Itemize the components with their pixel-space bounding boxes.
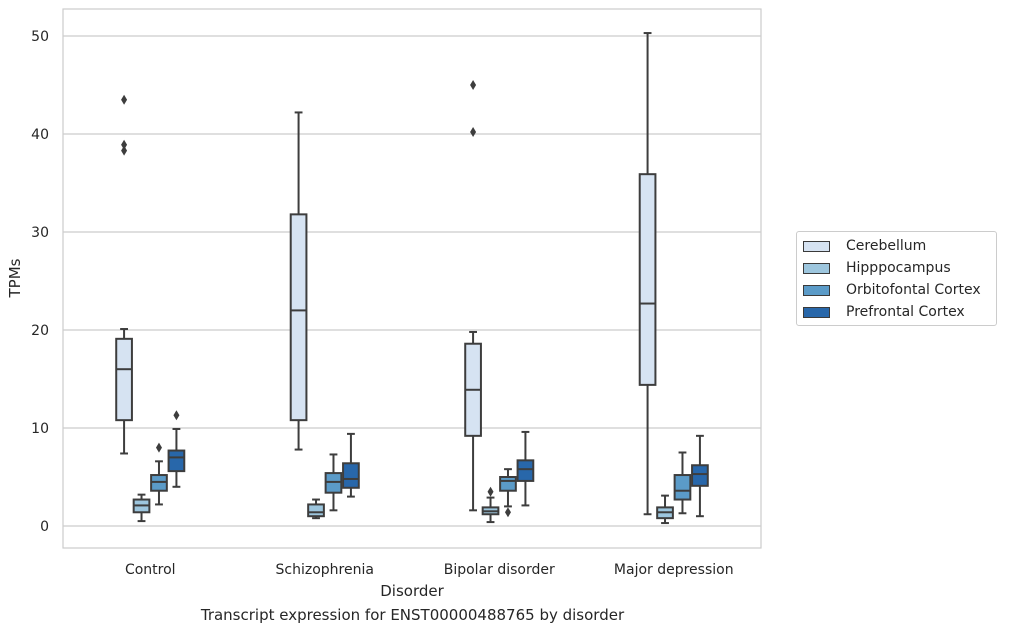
legend-label: Prefrontal Cortex bbox=[846, 304, 965, 320]
figure-caption: Transcript expression for ENST0000048876… bbox=[200, 606, 625, 624]
outlier-point bbox=[487, 486, 494, 497]
y-tick-label: 20 bbox=[31, 323, 49, 339]
outlier-point bbox=[155, 442, 162, 453]
x-tick-labels: Control Schizophrenia Bipolar disorder Majo… bbox=[125, 562, 734, 578]
y-tick-label: 40 bbox=[31, 127, 49, 143]
box-cerebellum bbox=[115, 94, 133, 455]
iqr-box bbox=[289, 213, 308, 422]
box-orbitofontal-cortex bbox=[150, 442, 168, 506]
outlier-point bbox=[504, 507, 511, 518]
iqr-box bbox=[307, 503, 325, 518]
iqr-box bbox=[167, 449, 186, 473]
y-tick-label: 10 bbox=[31, 421, 49, 437]
legend-swatch bbox=[803, 306, 830, 318]
iqr-box bbox=[499, 476, 517, 492]
legend-item-orbitofrontal-cortex: Orbitofontal Cortex bbox=[803, 281, 981, 299]
legend-swatch bbox=[803, 262, 830, 274]
legend-label: Hipppocampus bbox=[846, 260, 951, 276]
iqr-box bbox=[673, 474, 692, 501]
legend-label: Orbitofontal Cortex bbox=[846, 282, 981, 298]
iqr-box bbox=[638, 173, 657, 386]
outlier-point bbox=[121, 94, 128, 105]
box-prefrontal-cortex bbox=[342, 432, 360, 498]
outlier-point bbox=[470, 127, 477, 138]
y-tick-label: 50 bbox=[31, 29, 49, 45]
box-prefrontal-cortex bbox=[516, 430, 535, 507]
x-tick-label: Bipolar disorder bbox=[444, 562, 555, 578]
legend-swatch bbox=[803, 240, 830, 252]
box-prefrontal-cortex bbox=[691, 434, 709, 518]
box-orbitofontal-cortex bbox=[673, 451, 692, 515]
y-tick-label: 0 bbox=[40, 519, 49, 535]
box-cerebellum bbox=[638, 32, 657, 516]
x-tick-label: Control bbox=[125, 562, 176, 578]
x-axis-label: Disorder bbox=[380, 582, 444, 600]
outlier-point bbox=[121, 145, 128, 156]
x-tick-label: Major depression bbox=[614, 562, 734, 578]
box-cerebellum bbox=[289, 111, 308, 451]
box-orbitofontal-cortex bbox=[499, 468, 517, 518]
box-hipppocampus bbox=[132, 493, 151, 523]
legend-swatch bbox=[803, 284, 830, 296]
box-hipppocampus bbox=[656, 494, 674, 525]
legend-label: Cerebellum bbox=[846, 238, 927, 254]
iqr-box bbox=[691, 464, 709, 487]
box-hipppocampus bbox=[307, 498, 325, 520]
box-cerebellum bbox=[464, 80, 482, 512]
box-orbitofontal-cortex bbox=[324, 453, 343, 512]
iqr-box bbox=[342, 462, 360, 489]
outlier-point bbox=[121, 139, 128, 150]
outlier-point bbox=[470, 80, 477, 90]
plot-frame bbox=[62, 8, 762, 549]
box-prefrontal-cortex bbox=[167, 410, 186, 488]
legend-item-prefrontal-cortex: Prefrontal Cortex bbox=[803, 303, 965, 321]
iqr-box bbox=[115, 337, 133, 422]
y-tick-labels: 0 10 20 30 40 50 bbox=[31, 29, 49, 535]
chart-legend: Cerebellum Hipppocampus Orbitofontal Cor… bbox=[796, 231, 997, 326]
y-tick-label: 30 bbox=[31, 225, 49, 241]
legend-item-cerebellum: Cerebellum bbox=[803, 237, 926, 255]
x-tick-label: Schizophrenia bbox=[276, 562, 374, 578]
outlier-point bbox=[173, 410, 180, 421]
box-series bbox=[115, 32, 709, 525]
y-axis-label: TPMs bbox=[6, 258, 24, 298]
box-hipppocampus bbox=[481, 486, 500, 524]
legend-item-hippocampus: Hipppocampus bbox=[803, 259, 951, 277]
iqr-box bbox=[516, 459, 535, 482]
